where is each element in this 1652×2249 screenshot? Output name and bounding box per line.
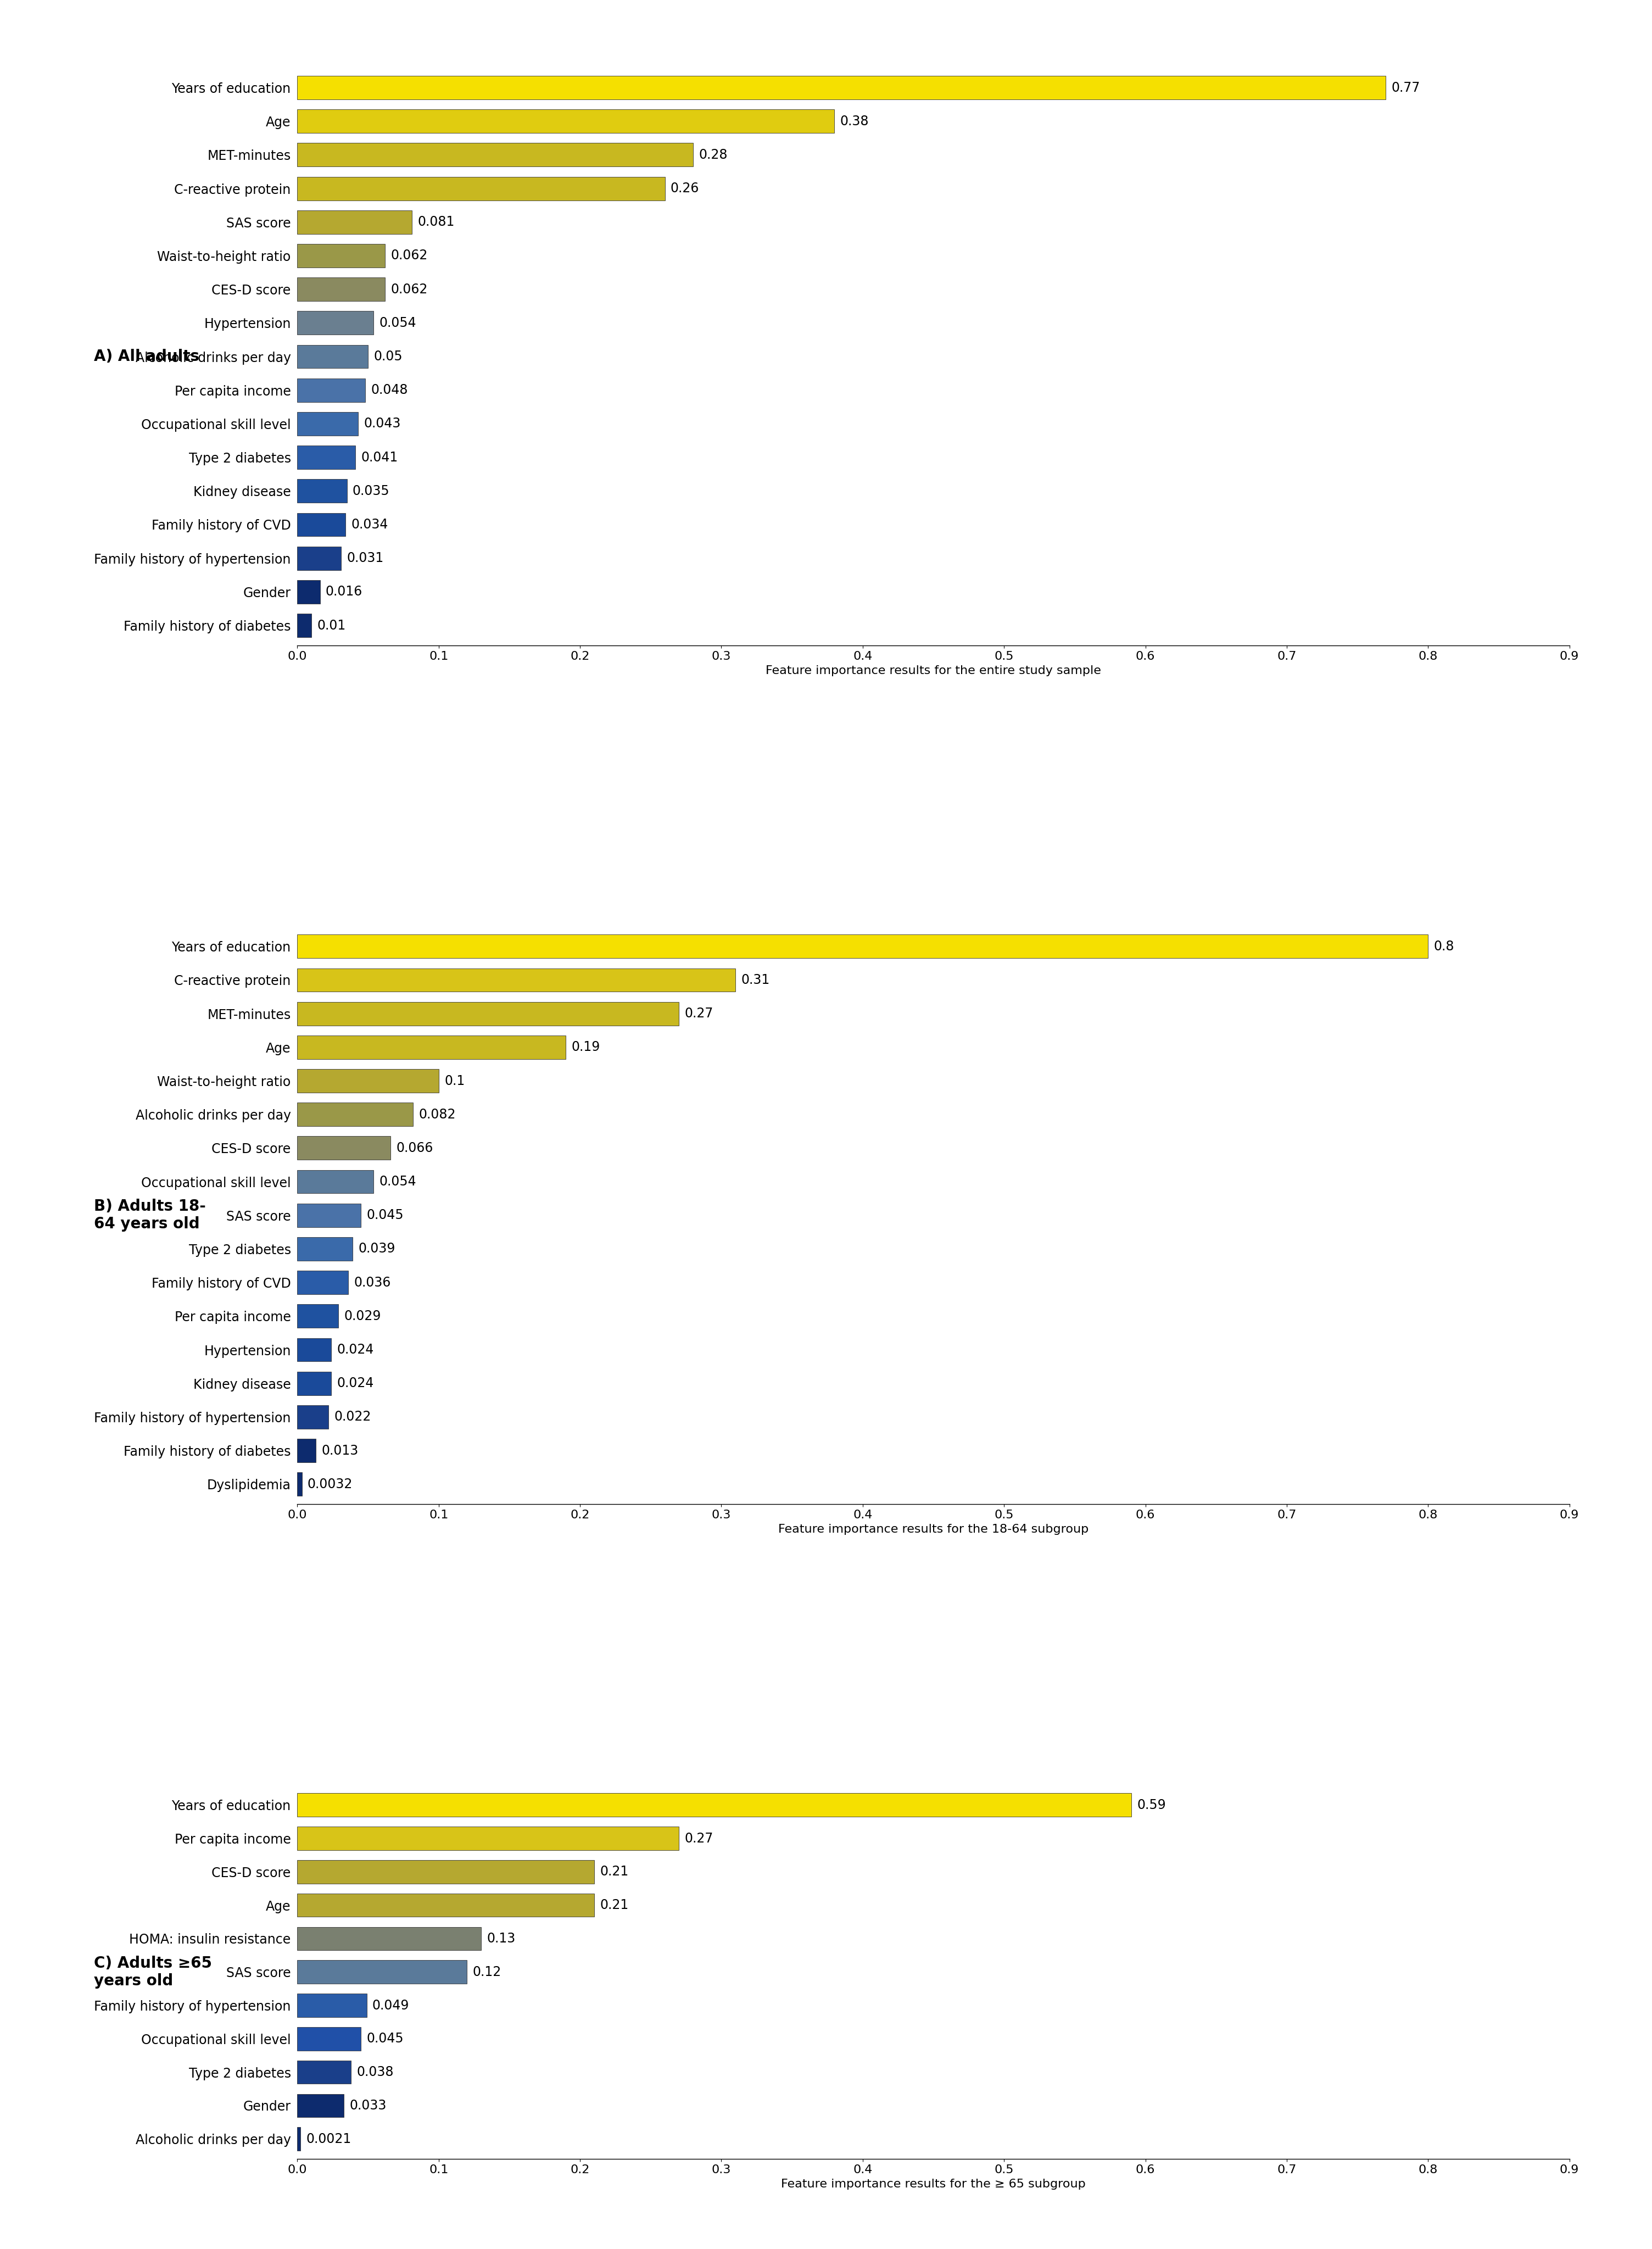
Bar <box>297 969 735 992</box>
Text: 0.13: 0.13 <box>487 1932 515 1945</box>
Text: 0.039: 0.039 <box>358 1241 395 1255</box>
Text: 0.024: 0.024 <box>337 1376 373 1390</box>
Bar <box>297 310 373 335</box>
Text: 0.048: 0.048 <box>370 385 408 396</box>
Text: 0.26: 0.26 <box>671 182 699 196</box>
Text: 0.045: 0.045 <box>367 2033 403 2044</box>
Bar <box>297 412 358 436</box>
Text: C) Adults ≥65
years old: C) Adults ≥65 years old <box>94 1954 211 1988</box>
Bar <box>297 1860 595 1882</box>
X-axis label: Feature importance results for the entire study sample: Feature importance results for the entir… <box>765 666 1102 677</box>
Bar <box>297 2094 344 2116</box>
Bar <box>297 1792 1132 1817</box>
Text: 0.05: 0.05 <box>373 351 403 362</box>
Bar <box>297 1237 352 1262</box>
Text: 0.045: 0.045 <box>367 1208 403 1221</box>
Text: 0.0032: 0.0032 <box>307 1478 354 1491</box>
Text: 0.01: 0.01 <box>317 618 345 632</box>
Bar <box>297 1826 679 1851</box>
Text: 0.77: 0.77 <box>1391 81 1421 94</box>
Text: 0.024: 0.024 <box>337 1343 373 1356</box>
X-axis label: Feature importance results for the 18-64 subgroup: Feature importance results for the 18-64… <box>778 1525 1089 1534</box>
Bar <box>297 1439 316 1462</box>
Text: 0.062: 0.062 <box>390 250 428 263</box>
Text: 0.029: 0.029 <box>344 1309 382 1322</box>
Text: 0.081: 0.081 <box>418 216 454 229</box>
Text: 0.1: 0.1 <box>444 1075 464 1089</box>
Text: 0.013: 0.013 <box>322 1444 358 1457</box>
Text: 0.038: 0.038 <box>357 2065 393 2078</box>
Text: 0.036: 0.036 <box>354 1275 392 1289</box>
Text: 0.054: 0.054 <box>380 317 416 331</box>
Text: 0.049: 0.049 <box>372 1999 410 2013</box>
Bar <box>297 1473 302 1496</box>
Text: 0.031: 0.031 <box>347 551 383 564</box>
Text: A) All adults: A) All adults <box>94 349 200 364</box>
Bar <box>297 1406 329 1428</box>
Bar <box>297 1894 595 1916</box>
Bar <box>297 614 312 636</box>
Text: 0.041: 0.041 <box>360 450 398 463</box>
Bar <box>297 1169 373 1194</box>
Bar <box>297 1001 679 1026</box>
Bar <box>297 1102 413 1127</box>
X-axis label: Feature importance results for the ≥ 65 subgroup: Feature importance results for the ≥ 65 … <box>781 2179 1085 2191</box>
Bar <box>297 178 664 200</box>
Text: 0.28: 0.28 <box>699 148 727 162</box>
Bar <box>297 1271 349 1293</box>
Text: 0.59: 0.59 <box>1137 1799 1166 1813</box>
Text: 0.31: 0.31 <box>742 974 770 987</box>
Bar <box>297 110 834 133</box>
Bar <box>297 547 342 569</box>
Text: 0.21: 0.21 <box>600 1864 628 1878</box>
Bar <box>297 344 368 369</box>
Text: B) Adults 18-
64 years old: B) Adults 18- 64 years old <box>94 1199 206 1232</box>
Bar <box>297 1993 367 2017</box>
Bar <box>297 277 385 301</box>
Text: 0.033: 0.033 <box>350 2098 387 2112</box>
Text: 0.27: 0.27 <box>684 1831 714 1844</box>
Bar <box>297 2060 352 2085</box>
Bar <box>297 1961 468 1984</box>
Bar <box>297 580 320 603</box>
Text: 0.054: 0.054 <box>380 1174 416 1187</box>
Text: 0.066: 0.066 <box>396 1142 433 1154</box>
Text: 0.082: 0.082 <box>420 1109 456 1120</box>
Text: 0.27: 0.27 <box>684 1008 714 1021</box>
Bar <box>297 445 355 470</box>
Text: 0.38: 0.38 <box>841 115 869 128</box>
Text: 0.8: 0.8 <box>1434 940 1454 954</box>
Bar <box>297 243 385 268</box>
Bar <box>297 1068 439 1093</box>
Bar <box>297 479 347 504</box>
Bar <box>297 936 1427 958</box>
Bar <box>297 2128 301 2150</box>
Text: 0.043: 0.043 <box>363 416 401 430</box>
Text: 0.12: 0.12 <box>472 1966 501 1979</box>
Text: 0.035: 0.035 <box>352 484 390 497</box>
Bar <box>297 378 365 403</box>
Bar <box>297 1035 567 1059</box>
Bar <box>297 513 345 535</box>
Bar <box>297 1927 481 1950</box>
Bar <box>297 1338 332 1361</box>
Bar <box>297 211 411 234</box>
Text: 0.19: 0.19 <box>572 1041 600 1055</box>
Bar <box>297 76 1386 99</box>
Bar <box>297 1136 390 1160</box>
Text: 0.0021: 0.0021 <box>306 2132 352 2146</box>
Text: 0.062: 0.062 <box>390 283 428 297</box>
Bar <box>297 2026 360 2051</box>
Text: 0.022: 0.022 <box>334 1410 372 1424</box>
Bar <box>297 1372 332 1394</box>
Text: 0.034: 0.034 <box>352 517 388 531</box>
Text: 0.016: 0.016 <box>325 585 362 598</box>
Bar <box>297 144 694 166</box>
Bar <box>297 1203 360 1228</box>
Text: 0.21: 0.21 <box>600 1898 628 1912</box>
Bar <box>297 1304 339 1327</box>
